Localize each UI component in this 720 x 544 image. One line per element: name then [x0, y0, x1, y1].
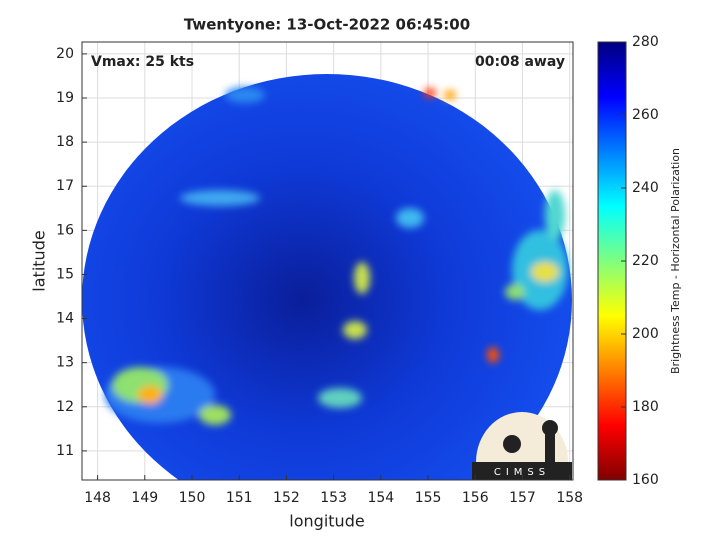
- logo-text: CIMSS: [494, 467, 550, 478]
- x-tick-label: 148: [84, 490, 111, 506]
- y-tick-label: 15: [56, 266, 74, 282]
- x-tick-label: 158: [556, 490, 583, 506]
- colorbar-tick-label: 200: [632, 326, 659, 342]
- colorbar-tick-label: 160: [632, 472, 659, 488]
- x-tick-label: 155: [415, 490, 442, 506]
- y-tick-label: 13: [56, 355, 74, 371]
- colorbar-tick-label: 220: [632, 253, 659, 269]
- x-tick-label: 149: [131, 490, 158, 506]
- y-tick-label: 19: [56, 90, 74, 106]
- colorbar-tick-label: 260: [632, 107, 659, 123]
- x-tick-label: 156: [462, 490, 489, 506]
- axes-frame: [81, 41, 574, 481]
- convection: [105, 87, 568, 425]
- y-tick-label: 14: [56, 311, 74, 327]
- colorbar-label: Brightness Temp - Horizontal Polarizatio…: [669, 148, 682, 374]
- x-tick-label: 152: [273, 490, 300, 506]
- vmax-label: Vmax: 25 kts: [91, 54, 194, 70]
- colorbar-tick-label: 180: [632, 399, 659, 415]
- y-tick-label: 12: [56, 399, 74, 415]
- y-tick-label: 17: [56, 178, 74, 194]
- cimss-logo: CIMSS: [472, 412, 572, 480]
- swath: CIMSS: [82, 74, 572, 480]
- swath-disk: [82, 74, 572, 480]
- x-tick-label: 153: [320, 490, 347, 506]
- chart-title: Twentyone: 13-Oct-2022 06:45:00: [184, 16, 470, 34]
- x-tick-label: 154: [367, 490, 394, 506]
- y-tick-label: 16: [56, 222, 74, 238]
- y-axis-label: latitude: [30, 230, 49, 291]
- y-tick-label: 20: [56, 46, 74, 62]
- away-label: 00:08 away: [475, 54, 565, 70]
- x-tick-label: 150: [179, 490, 206, 506]
- x-axis-label: longitude: [289, 512, 364, 531]
- colorbar-tick-label: 280: [632, 34, 659, 50]
- y-tick-label: 11: [56, 443, 74, 459]
- colorbar-tick-label: 240: [632, 180, 659, 196]
- x-tick-label: 151: [226, 490, 253, 506]
- y-tick-label: 18: [56, 134, 74, 150]
- x-tick-label: 157: [509, 490, 536, 506]
